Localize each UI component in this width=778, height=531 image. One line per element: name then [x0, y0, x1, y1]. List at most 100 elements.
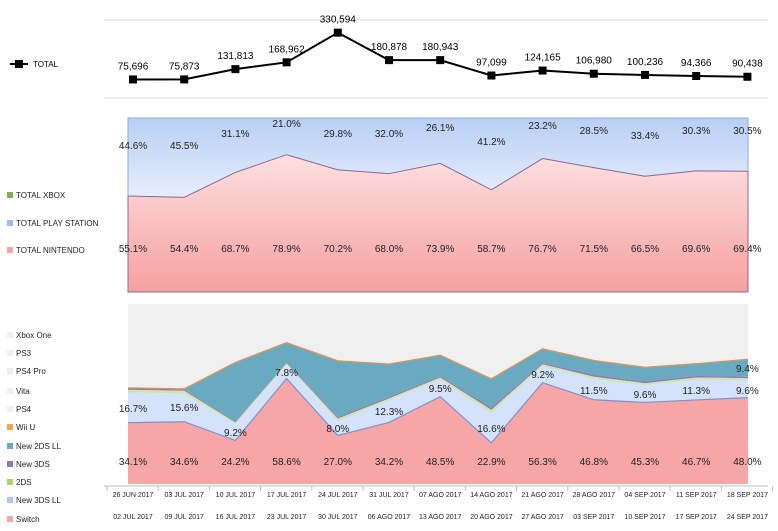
legend-swatch — [7, 516, 13, 522]
switch-outline — [128, 377, 748, 444]
new3dsll-data-label: 9.6% — [736, 386, 759, 397]
total-point — [385, 56, 393, 65]
playstation-data-label: 33.4% — [631, 131, 659, 142]
total-point — [743, 72, 752, 81]
total-point — [282, 58, 291, 67]
x-tick-label: 03 SEP 2017 — [573, 514, 614, 521]
x-tick-label: 07 AGO 2017 — [419, 492, 462, 499]
2ds-area — [128, 363, 748, 424]
legend-label: PS3 — [16, 349, 32, 358]
new-2ds-ll-area — [128, 343, 748, 422]
switch-data-label: 34.6% — [170, 457, 198, 468]
new3dsll-data-label: 11.3% — [682, 386, 710, 397]
total-data-label: 75,696 — [118, 61, 149, 72]
legend-label: TOTAL XBOX — [16, 191, 66, 200]
new3dsll-data-label: 9.2% — [531, 370, 554, 381]
legend-label: New 3DS LL — [16, 496, 61, 505]
total-outline — [128, 341, 748, 390]
nintendo-data-label: 78.9% — [272, 244, 300, 255]
legend-swatch — [7, 479, 13, 485]
total-data-label: 330,594 — [320, 15, 357, 26]
new3dsll-data-label: 9.2% — [224, 428, 247, 439]
new3dsll-data-label: 8.0% — [326, 424, 349, 435]
x-tick-label: 17 JUL 2017 — [267, 492, 307, 499]
x-tick-label: 02 JUL 2017 — [113, 514, 153, 521]
switch-data-label: 48.0% — [733, 457, 761, 468]
legend-swatch — [7, 461, 13, 467]
total-data-label: 180,943 — [422, 42, 459, 53]
legend-swatch — [7, 424, 13, 430]
x-tick-label: 17 SEP 2017 — [676, 514, 717, 521]
legend-swatch — [7, 220, 13, 226]
playstation-data-label: 32.0% — [375, 129, 403, 140]
switch-data-label: 34.1% — [119, 457, 147, 468]
playstation-data-label: 41.2% — [477, 137, 505, 148]
nintendo-data-label: 70.2% — [324, 244, 352, 255]
total-data-label: 180,878 — [371, 42, 408, 53]
nintendo-data-label: 66.5% — [631, 244, 659, 255]
legend-label: TOTAL PLAY STATION — [16, 219, 99, 228]
nintendo-data-label: 68.7% — [221, 244, 249, 255]
x-tick-label: 31 JUL 2017 — [369, 492, 409, 499]
total-data-label: 168,962 — [269, 44, 306, 55]
console-share-chart: 34.1% 34.6% 24.2% 58.6% 27.0% 34.2% 48.5% 22.9%… — [7, 304, 762, 524]
legend-swatch — [7, 388, 13, 394]
x-tick-label: 28 AGO 2017 — [573, 492, 616, 499]
legend-total-marker — [15, 60, 23, 68]
nintendo-area — [127, 154, 749, 293]
new3dsll-data-label: 16.7% — [119, 404, 147, 415]
switch-data-label: 46.8% — [580, 457, 608, 468]
x-tick-label: 20 AGO 2017 — [470, 514, 513, 521]
nintendo-data-label: 71.5% — [580, 244, 608, 255]
x-tick-label: 24 JUL 2017 — [318, 492, 358, 499]
nintendo-data-label: 69.4% — [733, 244, 761, 255]
legend-label: TOTAL NINTENDO — [16, 246, 85, 255]
x-tick-label: 04 SEP 2017 — [624, 492, 665, 499]
total-data-label: 100,236 — [627, 57, 664, 68]
new3dsll-data-label: 16.6% — [477, 424, 505, 435]
total-data-label: 124,165 — [525, 53, 562, 64]
x-tick-label: 09 JUL 2017 — [164, 514, 204, 521]
new-3ds-ll-area — [128, 364, 748, 443]
x-tick-label: 03 JUL 2017 — [164, 492, 204, 499]
x-tick-label: 16 JUL 2017 — [216, 514, 256, 521]
legend-swatch — [7, 192, 13, 198]
total-point — [180, 75, 189, 84]
playstation-data-label: 26.1% — [426, 123, 454, 134]
new2dsll-data-label: 9.4% — [736, 364, 759, 375]
total-point — [129, 75, 137, 84]
x-tick-label: 11 SEP 2017 — [676, 492, 717, 499]
total-point — [589, 69, 598, 78]
x-tick-label: 13 AGO 2017 — [419, 514, 462, 521]
legend-label: Xbox One — [16, 331, 52, 340]
legend-swatch — [7, 247, 13, 253]
playstation-data-label: 31.1% — [221, 129, 249, 140]
legend-label: PS4 — [16, 405, 32, 414]
total-point — [333, 28, 342, 37]
x-tick-label: 10 SEP 2017 — [624, 514, 665, 521]
playstation-data-label: 29.8% — [324, 129, 352, 140]
switch-data-label: 34.2% — [375, 457, 403, 468]
nintendo-data-label: 68.0% — [375, 244, 403, 255]
total-point — [538, 66, 547, 75]
platform-share-chart: 55.1% 54.4% 68.7% 78.9% 70.2% 68.0% 73.9% 58.7%… — [7, 117, 762, 293]
switch-data-label: 45.3% — [631, 457, 659, 468]
total-data-label: 90,438 — [732, 59, 763, 70]
nintendo-data-label: 73.9% — [426, 244, 454, 255]
playstation-data-label: 28.5% — [580, 126, 608, 137]
legend-swatch — [7, 350, 13, 356]
nintendo-data-label: 58.7% — [477, 244, 505, 255]
legend-label: 2DS — [16, 478, 32, 487]
legend-swatch — [7, 497, 13, 503]
x-tick-label: 23 JUL 2017 — [267, 514, 307, 521]
total-data-label: 75,873 — [169, 61, 200, 72]
nintendo-data-label: 76.7% — [528, 244, 556, 255]
new3dsll-data-label: 11.5% — [580, 386, 608, 397]
switch-data-label: 58.6% — [272, 457, 300, 468]
x-tick-label: 30 JUL 2017 — [318, 514, 358, 521]
legend-label: New 3DS — [16, 460, 50, 469]
total-data-label: 106,980 — [576, 56, 613, 67]
nintendo-data-label: 54.4% — [170, 244, 198, 255]
playstation-data-label: 30.3% — [682, 126, 710, 137]
